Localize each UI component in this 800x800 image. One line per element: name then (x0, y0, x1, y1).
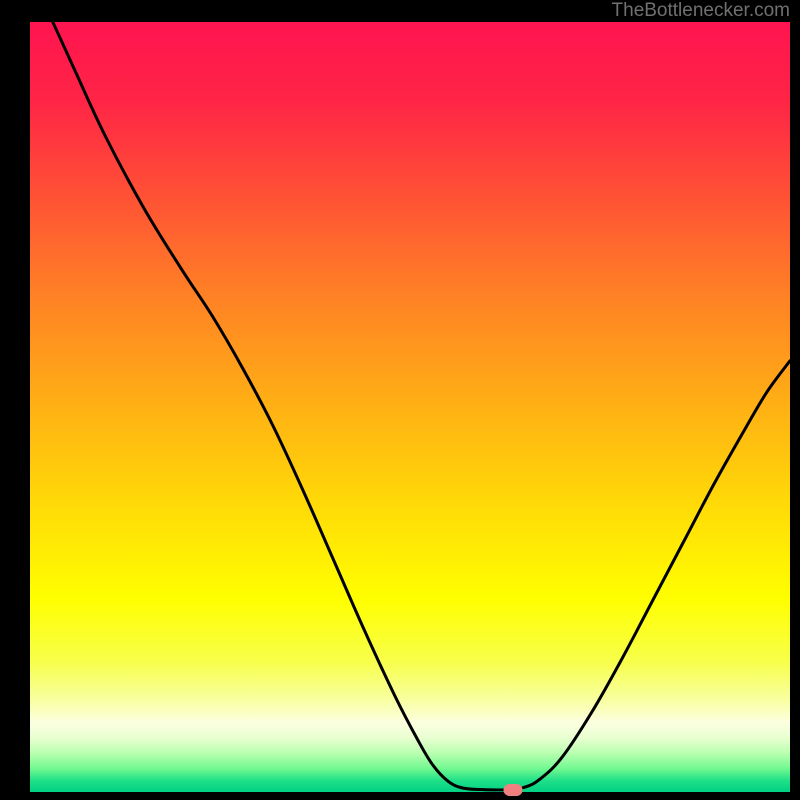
optimal-marker (503, 784, 522, 796)
plot-area: TheBottlenecker.com (30, 22, 790, 792)
bottleneck-chart: TheBottlenecker.com (0, 0, 800, 800)
watermark-text: TheBottlenecker.com (612, 0, 790, 22)
curve-layer (30, 22, 790, 792)
bottleneck-curve (53, 22, 790, 790)
